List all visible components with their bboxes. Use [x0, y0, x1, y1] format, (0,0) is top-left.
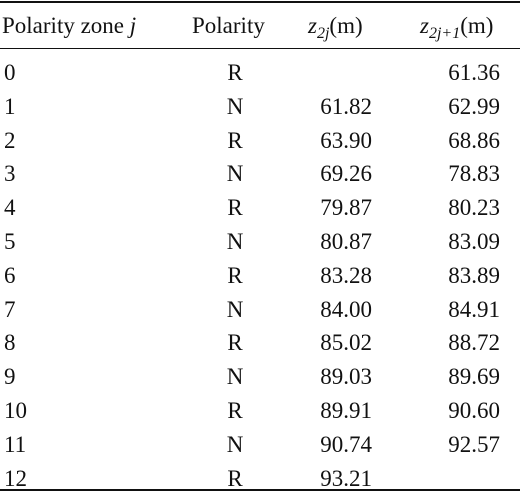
table-row: 11 N 90.74 92.57 [0, 427, 520, 461]
cell-z2j1: 90.60 [448, 397, 500, 423]
table-header-row: Polarity zone j Polarity z2j(m) z2j+1(m) [0, 6, 520, 46]
cell-polarity: N [226, 161, 244, 187]
header-zone-variable: j [129, 13, 137, 38]
cell-polarity: R [227, 397, 243, 423]
header-z2j: z2j(m) [308, 6, 363, 54]
header-z2j-symbol: z [308, 13, 317, 38]
table-row: 0 R 61.36 [0, 55, 520, 89]
cell-z2j1: 62.99 [448, 93, 500, 119]
cell-polarity: N [226, 431, 244, 457]
cell-zone: 6 [4, 262, 16, 288]
cell-zone: 0 [4, 60, 16, 85]
cell-polarity: R [227, 195, 243, 221]
cell-zone: 7 [4, 296, 16, 322]
cell-zone: 2 [4, 127, 16, 153]
cell-z2j: 79.87 [320, 195, 372, 221]
cell-z2j1: 61.36 [448, 60, 500, 85]
cell-z2j: 89.91 [320, 397, 372, 423]
cell-z2j: 61.82 [320, 93, 372, 119]
cell-z2j: 85.02 [320, 330, 372, 356]
cell-polarity: N [226, 364, 244, 390]
table-row: 6 R 83.28 83.89 [0, 258, 520, 292]
cell-z2j1: 92.57 [448, 431, 500, 457]
table-bottom-rule [0, 489, 520, 491]
table-row: 9 N 89.03 89.69 [0, 359, 520, 393]
cell-z2j1: 88.72 [448, 330, 500, 356]
cell-polarity: N [226, 93, 244, 119]
table-row: 2 R 63.90 68.86 [0, 123, 520, 157]
cell-z2j: 90.74 [320, 431, 372, 457]
cell-polarity: N [226, 228, 244, 254]
table-row: 7 N 84.00 84.91 [0, 292, 520, 326]
cell-zone: 12 [4, 465, 27, 491]
header-z2j-subscript: 2j [316, 25, 330, 42]
header-z2j1-symbol: z [420, 13, 429, 38]
cell-z2j1: 78.83 [448, 161, 500, 187]
cell-z2j1: 83.89 [448, 262, 500, 288]
table-top-rule [0, 1, 520, 3]
cell-z2j: 84.00 [320, 296, 372, 322]
cell-polarity: R [227, 60, 243, 85]
cell-zone: 3 [4, 161, 16, 187]
cell-zone: 4 [4, 195, 16, 221]
cell-z2j1: 83.09 [448, 228, 500, 254]
table-row: 10 R 89.91 90.60 [0, 393, 520, 427]
cell-z2j: 89.03 [320, 364, 372, 390]
header-polarity-zone: Polarity zone j [2, 6, 136, 46]
cell-polarity: R [227, 262, 243, 288]
cell-z2j1: 80.23 [448, 195, 500, 221]
cell-zone: 11 [4, 431, 27, 457]
table-row: 8 R 85.02 88.72 [0, 325, 520, 359]
header-polarity-zone-text: Polarity zone [2, 13, 124, 38]
table-row: 4 R 79.87 80.23 [0, 190, 520, 224]
cell-z2j: 83.28 [320, 262, 372, 288]
table-header-rule [0, 48, 520, 49]
cell-polarity: R [227, 127, 243, 153]
cell-polarity: R [227, 465, 243, 491]
cell-zone: 10 [4, 397, 27, 423]
cell-zone: 5 [4, 228, 16, 254]
header-polarity: Polarity [192, 13, 265, 38]
cell-z2j: 80.87 [320, 228, 372, 254]
cell-polarity: N [226, 296, 244, 322]
cell-z2j1: 68.86 [448, 127, 500, 153]
cell-z2j: 69.26 [320, 161, 372, 187]
table-body: 0 R 61.36 1 N 61.82 62.99 2 R 63.90 68.8… [0, 55, 520, 494]
cell-z2j1: 89.69 [448, 364, 500, 390]
cell-zone: 8 [4, 330, 16, 356]
cell-polarity: R [227, 330, 243, 356]
table-row: 3 N 69.26 78.83 [0, 156, 520, 190]
header-z2j1-unit: (m) [460, 13, 494, 38]
table-row: 1 N 61.82 62.99 [0, 89, 520, 123]
cell-z2j: 63.90 [320, 127, 372, 153]
header-z2j-unit: (m) [329, 13, 363, 38]
cell-zone: 9 [4, 364, 16, 390]
table-row: 12 R 93.21 [0, 461, 520, 495]
table-row: 5 N 80.87 83.09 [0, 224, 520, 258]
cell-z2j1: 84.91 [448, 296, 500, 322]
header-z2j1-subscript: 2j+1 [428, 25, 461, 42]
cell-z2j: 93.21 [320, 465, 372, 491]
header-z2j1: z2j+1(m) [420, 6, 493, 54]
cell-zone: 1 [4, 93, 16, 119]
